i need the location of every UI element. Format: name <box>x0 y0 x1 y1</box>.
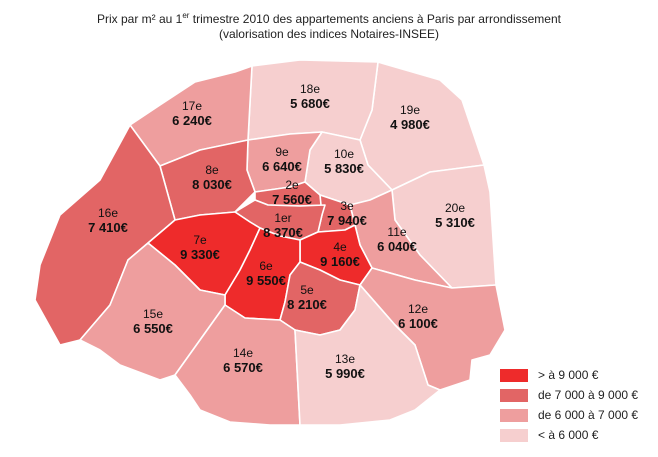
arrondissement-regions <box>34 59 506 426</box>
arrondissement-10-name: 10e <box>334 147 354 161</box>
arrondissement-14-price: 6 570€ <box>223 360 263 375</box>
arrondissement-3-price: 7 940€ <box>327 213 367 228</box>
arrondissement-12-name: 12e <box>408 302 428 316</box>
arrondissement-19-price: 4 980€ <box>390 117 430 132</box>
legend-swatch-7000-9000 <box>500 389 528 402</box>
arrondissement-7-name: 7e <box>193 233 207 247</box>
arrondissement-7-price: 9 330€ <box>180 247 220 262</box>
arrondissement-1-name: 1er <box>274 211 291 225</box>
arrondissement-16-name: 16e <box>98 206 118 220</box>
arrondissement-3-name: 3e <box>340 199 354 213</box>
arrondissement-10-price: 5 830€ <box>324 161 364 176</box>
legend-item-7000-9000: de 7 000 à 9 000 € <box>500 388 658 404</box>
arrondissement-2-name: 2e <box>285 178 299 192</box>
legend-label-below-6000: < à 6 000 € <box>538 428 599 442</box>
arrondissement-1-price: 8 370€ <box>263 225 303 240</box>
arrondissement-9-name: 9e <box>275 145 289 159</box>
arrondissement-11-name: 11e <box>387 225 406 239</box>
legend-swatch-6000-7000 <box>500 409 528 422</box>
arrondissement-13-name: 13e <box>335 352 355 366</box>
arrondissement-8-name: 8e <box>205 163 219 177</box>
arrondissement-4-name: 4e <box>333 240 347 254</box>
title-line-2: (valorisation des indices Notaires-INSEE… <box>218 27 440 41</box>
legend-item-6000-7000: de 6 000 à 7 000 € <box>500 408 658 424</box>
legend-label-7000-9000: de 7 000 à 9 000 € <box>538 388 639 402</box>
legend-label-above-9000: > à 9 000 € <box>538 368 599 382</box>
map-title: Prix par m² au 1er trimestre 2010 des ap… <box>0 8 658 42</box>
arrondissement-6-name: 6e <box>259 259 273 273</box>
arrondissement-14-name: 14e <box>233 346 253 360</box>
arrondissement-2-price: 7 560€ <box>272 192 312 207</box>
arrondissement-17-price: 6 240€ <box>172 113 212 128</box>
arrondissement-16-price: 7 410€ <box>88 220 128 235</box>
legend-label-6000-7000: de 6 000 à 7 000 € <box>538 408 639 422</box>
legend-swatch-above-9000 <box>500 369 528 382</box>
arrondissement-8-price: 8 030€ <box>192 177 232 192</box>
arrondissement-20-price: 5 310€ <box>435 215 475 230</box>
legend-swatch-below-6000 <box>500 429 528 442</box>
arrondissement-19-name: 19e <box>400 103 420 117</box>
arrondissement-11-price: 6 040€ <box>377 239 417 254</box>
arrondissement-6-price: 9 550€ <box>246 273 286 288</box>
arrondissement-17-name: 17e <box>182 99 202 113</box>
arrondissement-18-name: 18e <box>300 82 320 96</box>
arrondissement-5-name: 5e <box>300 283 314 297</box>
legend-item-above-9000: > à 9 000 € <box>500 368 658 384</box>
arrondissement-20-name: 20e <box>445 201 465 215</box>
arrondissement-4-price: 9 160€ <box>320 254 360 269</box>
arrondissement-5-price: 8 210€ <box>287 297 327 312</box>
region-13[interactable] <box>294 284 441 426</box>
arrondissement-12-price: 6 100€ <box>398 316 438 331</box>
legend-item-below-6000: < à 6 000 € <box>500 428 658 444</box>
arrondissement-9-price: 6 640€ <box>262 159 302 174</box>
arrondissement-18-price: 5 680€ <box>290 96 330 111</box>
arrondissement-15-price: 6 550€ <box>133 321 173 336</box>
title-line-1: Prix par m² au 1er trimestre 2010 des ap… <box>96 11 561 26</box>
arrondissement-15-name: 15e <box>143 307 163 321</box>
arrondissement-13-price: 5 990€ <box>325 366 365 381</box>
